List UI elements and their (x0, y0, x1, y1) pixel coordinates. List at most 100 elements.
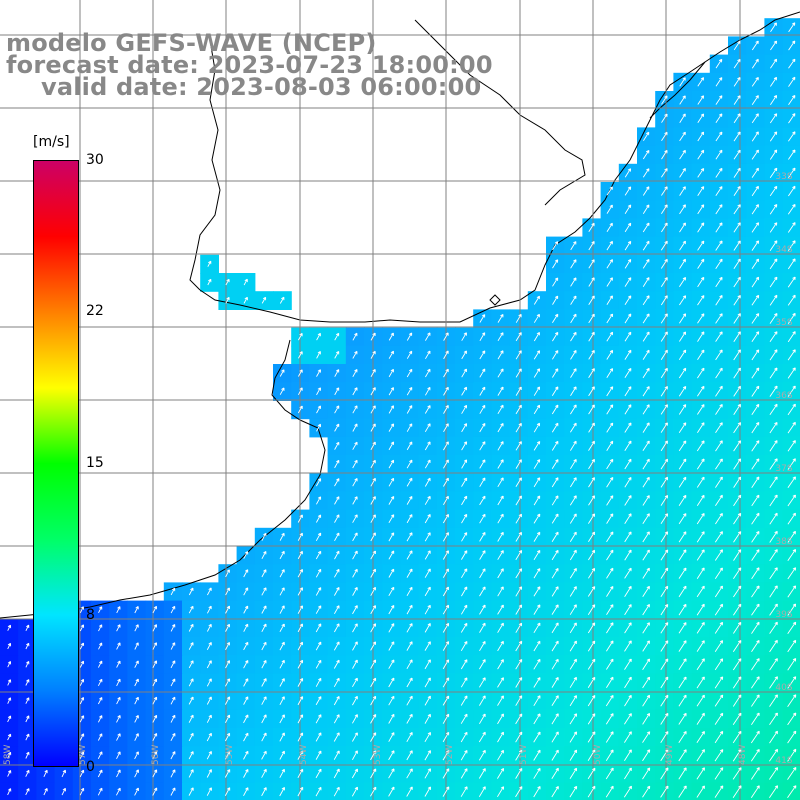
wind-arrow (261, 732, 267, 742)
wind-arrow (606, 531, 614, 543)
wind-arrow (351, 768, 358, 779)
wind-arrow (442, 786, 450, 797)
wind-arrow (552, 295, 559, 305)
wind-arrow (661, 222, 668, 233)
wind-arrow (715, 494, 723, 507)
wind-arrow (424, 514, 431, 524)
wind-arrow (406, 550, 413, 560)
wind-arrow (551, 640, 559, 652)
wind-arrow (388, 732, 395, 742)
wind-arrow (25, 751, 30, 759)
wind-arrow (188, 642, 194, 650)
wind-arrow (225, 642, 230, 651)
wind-arrow (7, 661, 12, 668)
wind-arrow (97, 697, 103, 705)
wind-arrow (424, 568, 431, 578)
wind-arrow (479, 386, 486, 396)
wind-arrow (134, 715, 139, 723)
wind-arrow (787, 240, 796, 251)
wind-arrow (588, 549, 596, 561)
wind-arrow (769, 167, 778, 178)
wind-arrow (551, 459, 559, 469)
wind-arrow (587, 749, 596, 761)
wind-arrow (787, 203, 796, 215)
wind-arrow (188, 732, 194, 742)
wind-arrow (97, 715, 103, 723)
wind-arrow (152, 642, 158, 650)
wind-arrow (606, 477, 614, 488)
wind-arrow (588, 404, 595, 415)
wind-arrow (606, 549, 614, 561)
wind-arrow (751, 494, 760, 507)
wind-arrow (406, 659, 413, 670)
wind-arrow (570, 295, 577, 305)
wind-arrow (588, 386, 595, 397)
wind-arrow (388, 677, 395, 688)
wind-arrow (660, 785, 669, 798)
wind-arrow (588, 295, 595, 305)
wind-arrow (424, 423, 431, 433)
wind-arrow (515, 749, 523, 761)
wind-arrow (606, 222, 613, 233)
wind-arrow (660, 513, 669, 525)
wind-arrow (643, 131, 650, 142)
wind-arrow (587, 676, 596, 688)
wind-arrow (750, 748, 760, 762)
wind-arrow (170, 769, 176, 778)
wind-arrow (334, 423, 340, 432)
wind-arrow (261, 551, 267, 560)
wind-arrow (624, 240, 632, 251)
wind-arrow (642, 349, 650, 360)
wind-arrow (243, 278, 248, 286)
wind-arrow (606, 422, 614, 433)
wind-arrow (460, 641, 468, 652)
wind-arrow (424, 641, 431, 651)
wind-arrow (606, 440, 614, 451)
wind-arrow (261, 587, 267, 596)
wind-arrow (370, 387, 376, 396)
wind-arrow (370, 459, 376, 469)
wind-arrow (334, 459, 340, 469)
wind-arrow (25, 769, 30, 777)
wind-arrow (7, 624, 12, 631)
wind-arrow (170, 587, 176, 596)
wind-arrow (733, 58, 741, 69)
wind-arrow (443, 423, 449, 433)
wind-arrow (551, 767, 559, 780)
wind-arrow (787, 367, 796, 379)
wind-arrow (370, 369, 376, 378)
wind-arrow (751, 204, 759, 215)
wind-arrow (352, 677, 358, 688)
wind-arrow (533, 459, 541, 469)
wind-arrow (732, 749, 742, 762)
wind-arrow (297, 623, 303, 633)
wind-arrow (715, 367, 723, 379)
wind-arrow (570, 313, 577, 324)
wind-arrow (406, 786, 413, 797)
wind-arrow (606, 368, 614, 378)
wind-arrow (715, 295, 723, 306)
wind-arrow (661, 149, 668, 160)
wind-arrow (624, 204, 632, 214)
wind-arrow (787, 639, 797, 653)
longitude-label: 48W (738, 745, 748, 765)
wind-arrow (515, 550, 523, 561)
wind-arrow (152, 660, 158, 669)
wind-arrow (424, 786, 431, 797)
wind-arrow (533, 422, 541, 433)
wind-arrow (388, 477, 395, 487)
wind-arrow (7, 733, 12, 741)
wind-arrow (388, 350, 394, 359)
wind-arrow (697, 349, 705, 361)
wind-arrow (588, 477, 595, 488)
wind-arrow (370, 586, 376, 596)
wind-arrow (661, 186, 668, 196)
wind-arrow (315, 696, 322, 706)
wind-arrow (624, 658, 632, 670)
wind-arrow (733, 440, 742, 452)
wind-arrow (679, 258, 686, 269)
wind-arrow (715, 149, 723, 160)
wind-arrow (425, 386, 431, 396)
longitude-label: 55W (225, 745, 235, 765)
wind-arrow (460, 713, 468, 724)
